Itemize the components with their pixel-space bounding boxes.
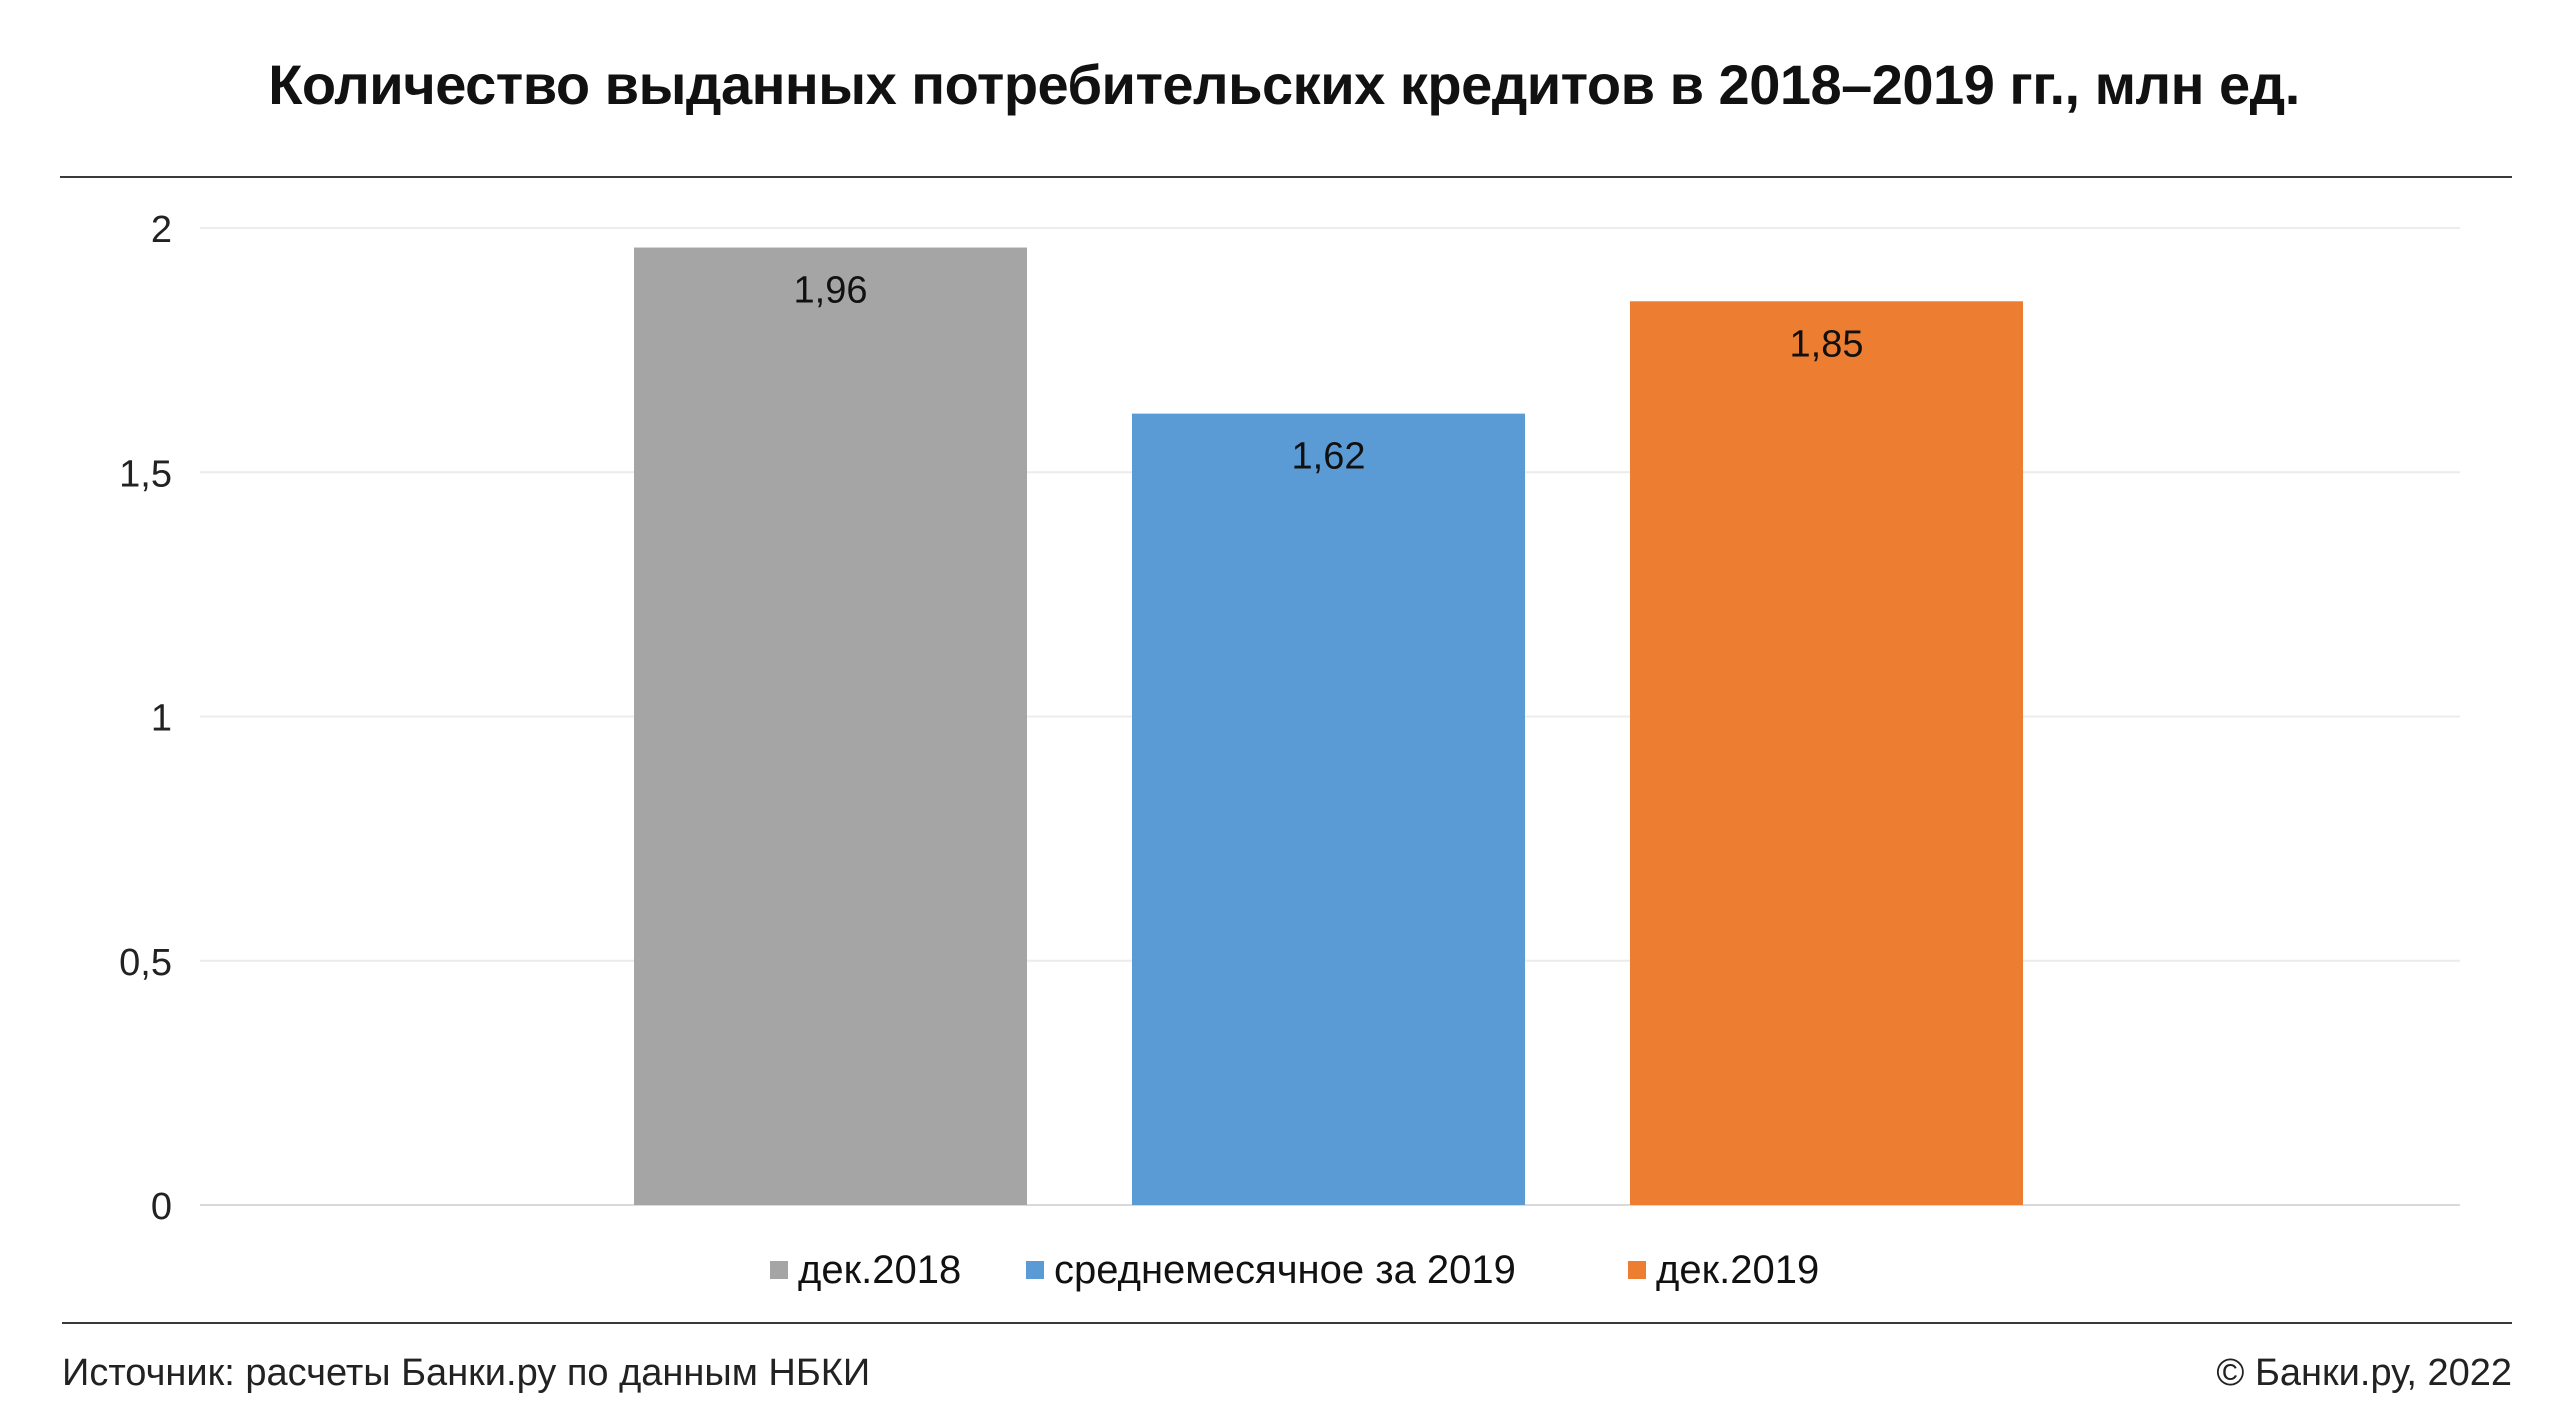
legend-swatch — [1628, 1261, 1646, 1279]
legend-label: среднемесячное за 2019 — [1054, 1248, 1516, 1292]
bar — [1630, 301, 2023, 1205]
bar — [634, 247, 1027, 1205]
y-tick-label: 2 — [151, 209, 172, 251]
y-tick-label: 1,5 — [119, 453, 172, 495]
legend-item: среднемесячное за 2019 — [1026, 1248, 1516, 1292]
bottom-divider — [62, 1322, 2512, 1324]
chart-title: Количество выданных потребительских кред… — [268, 53, 2300, 116]
top-divider — [60, 176, 2512, 178]
legend-swatch — [1026, 1261, 1044, 1279]
data-labels: 1,96 1,62 1,85 — [794, 270, 1864, 478]
source-note: Источник: расчеты Банки.ру по данным НБК… — [62, 1352, 871, 1394]
copyright: © Банки.ру, 2022 — [2216, 1352, 2512, 1394]
bars — [634, 247, 2023, 1205]
data-label: 1,85 — [1790, 323, 1864, 365]
legend-label: дек.2018 — [798, 1248, 961, 1292]
data-label: 1,96 — [794, 270, 868, 312]
legend-swatch — [770, 1261, 788, 1279]
legend-item: дек.2018 — [770, 1248, 961, 1292]
legend: дек.2018 среднемесячное за 2019 дек.2019 — [770, 1248, 1819, 1292]
bar — [1132, 413, 1525, 1205]
y-axis-ticks: 0 0,5 1 1,5 2 — [119, 209, 172, 1228]
bar-chart: 0 0,5 1 1,5 2 1,96 1,62 1,85 дек.2018 среднемес… — [119, 209, 2460, 1292]
data-label: 1,62 — [1292, 436, 1366, 478]
y-tick-label: 0 — [151, 1186, 172, 1228]
y-tick-label: 1 — [151, 698, 172, 740]
legend-item: дек.2019 — [1628, 1248, 1819, 1292]
y-tick-label: 0,5 — [119, 942, 172, 984]
legend-label: дек.2019 — [1656, 1248, 1819, 1292]
